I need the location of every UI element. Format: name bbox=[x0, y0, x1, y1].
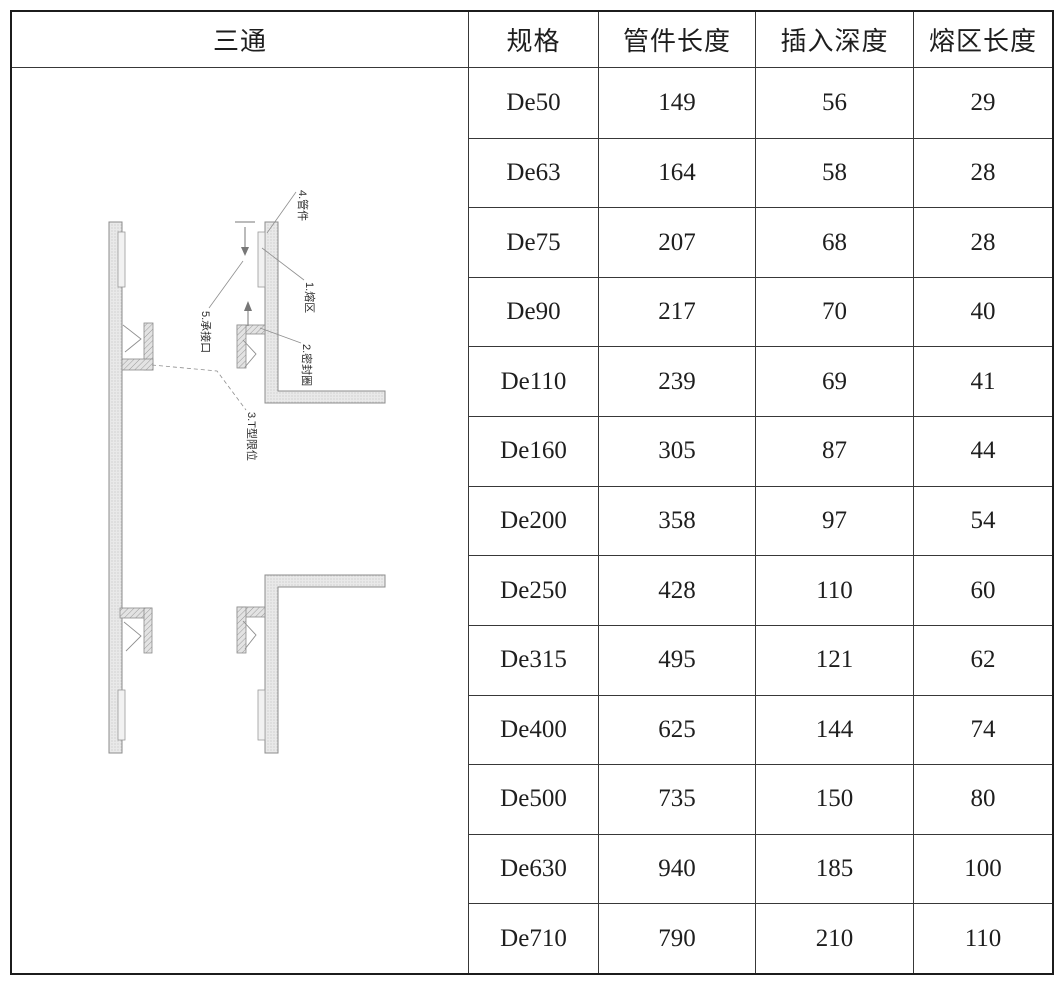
value-cell: 74 bbox=[913, 694, 1052, 765]
value-cell: 625 bbox=[598, 694, 755, 765]
branch-pipe-bottom-right bbox=[264, 574, 386, 754]
seal-land-top-left bbox=[117, 231, 126, 288]
value-cell: 70 bbox=[755, 276, 913, 347]
spec-cell: De250 bbox=[468, 555, 598, 625]
break-mark bbox=[123, 621, 142, 652]
column-header-length: 管件长度 bbox=[598, 12, 755, 68]
spec-cell: De630 bbox=[468, 833, 598, 904]
diagram-label-socket: 5.承接口 bbox=[199, 311, 212, 353]
socket-base-upper-left bbox=[121, 358, 154, 371]
value-cell: 495 bbox=[598, 624, 755, 695]
leader-fusion-zone bbox=[261, 247, 305, 281]
value-cell: 149 bbox=[598, 68, 755, 138]
value-cell: 164 bbox=[598, 137, 755, 208]
leader-seal-ring bbox=[259, 327, 302, 344]
value-cell: 68 bbox=[755, 207, 913, 277]
tee-fitting-diagram: 4.管件 1.熔区 2.密封圈 5.承接口 3.T型限位 bbox=[108, 190, 386, 754]
value-cell: 110 bbox=[755, 555, 913, 625]
spec-cell: De90 bbox=[468, 276, 598, 347]
value-cell: 239 bbox=[598, 346, 755, 417]
value-cell: 62 bbox=[913, 624, 1052, 695]
column-header-fusion-length: 熔区长度 bbox=[913, 12, 1052, 68]
socket-rim-lower-left bbox=[143, 607, 153, 654]
leader-fitting bbox=[266, 191, 297, 234]
value-cell: 28 bbox=[913, 137, 1052, 208]
value-cell: 121 bbox=[755, 624, 913, 695]
branch-pipe-top-right bbox=[264, 221, 386, 404]
break-mark bbox=[242, 339, 257, 368]
value-cell: 207 bbox=[598, 207, 755, 277]
spec-cell: De110 bbox=[468, 346, 598, 417]
value-cell: 185 bbox=[755, 833, 913, 904]
spec-cell: De710 bbox=[468, 903, 598, 973]
value-cell: 97 bbox=[755, 485, 913, 556]
value-cell: 28 bbox=[913, 207, 1052, 277]
value-cell: 110 bbox=[913, 903, 1052, 973]
leader-socket bbox=[208, 260, 244, 309]
value-cell: 60 bbox=[913, 555, 1052, 625]
seal-land-bottom-right bbox=[257, 689, 266, 741]
value-cell: 100 bbox=[913, 833, 1052, 904]
value-cell: 940 bbox=[598, 833, 755, 904]
value-cell: 80 bbox=[913, 764, 1052, 834]
value-cell: 29 bbox=[913, 68, 1052, 138]
value-cell: 54 bbox=[913, 485, 1052, 556]
socket-rim-lower-right bbox=[236, 606, 247, 654]
leader-t-stop bbox=[151, 364, 247, 411]
diagram-cell: 4.管件 1.熔区 2.密封圈 5.承接口 3.T型限位 bbox=[12, 68, 468, 973]
diagram-label-fusion-zone: 1.熔区 bbox=[303, 282, 317, 313]
spec-table: 三通 规格 管件长度 插入深度 熔区长度 bbox=[10, 10, 1054, 975]
value-cell: 217 bbox=[598, 276, 755, 347]
value-cell: 56 bbox=[755, 68, 913, 138]
value-cell: 40 bbox=[913, 276, 1052, 347]
value-cell: 41 bbox=[913, 346, 1052, 417]
seal-land-top-right bbox=[257, 231, 266, 288]
value-cell: 58 bbox=[755, 137, 913, 208]
spec-cell: De400 bbox=[468, 694, 598, 765]
value-cell: 358 bbox=[598, 485, 755, 556]
spec-cell: De315 bbox=[468, 624, 598, 695]
spec-cell: De75 bbox=[468, 207, 598, 277]
table-title-cell: 三通 bbox=[12, 12, 468, 68]
value-cell: 790 bbox=[598, 903, 755, 973]
spec-cell: De63 bbox=[468, 137, 598, 208]
socket-rim-upper-right bbox=[236, 324, 247, 369]
value-cell: 735 bbox=[598, 764, 755, 834]
arrowhead-down-icon bbox=[241, 247, 249, 256]
pipe-wall-left bbox=[108, 221, 123, 754]
diagram-label-t-stop: 3.T型限位 bbox=[245, 412, 259, 461]
break-mark bbox=[122, 324, 142, 353]
value-cell: 428 bbox=[598, 555, 755, 625]
diagram-label-fitting: 4.管件 bbox=[296, 190, 310, 221]
value-cell: 144 bbox=[755, 694, 913, 765]
value-cell: 44 bbox=[913, 416, 1052, 486]
break-mark bbox=[242, 620, 257, 650]
spec-cell: De200 bbox=[468, 485, 598, 556]
diagram-label-seal-ring: 2.密封圈 bbox=[300, 344, 314, 386]
spec-cell: De160 bbox=[468, 416, 598, 486]
column-header-insert-depth: 插入深度 bbox=[755, 12, 913, 68]
column-header-spec: 规格 bbox=[468, 12, 598, 68]
value-cell: 210 bbox=[755, 903, 913, 973]
arrowhead-up-icon bbox=[244, 301, 252, 311]
value-cell: 150 bbox=[755, 764, 913, 834]
seal-land-bottom-left bbox=[117, 689, 126, 741]
spec-cell: De500 bbox=[468, 764, 598, 834]
spec-cell: De50 bbox=[468, 68, 598, 138]
value-cell: 305 bbox=[598, 416, 755, 486]
value-cell: 69 bbox=[755, 346, 913, 417]
value-cell: 87 bbox=[755, 416, 913, 486]
